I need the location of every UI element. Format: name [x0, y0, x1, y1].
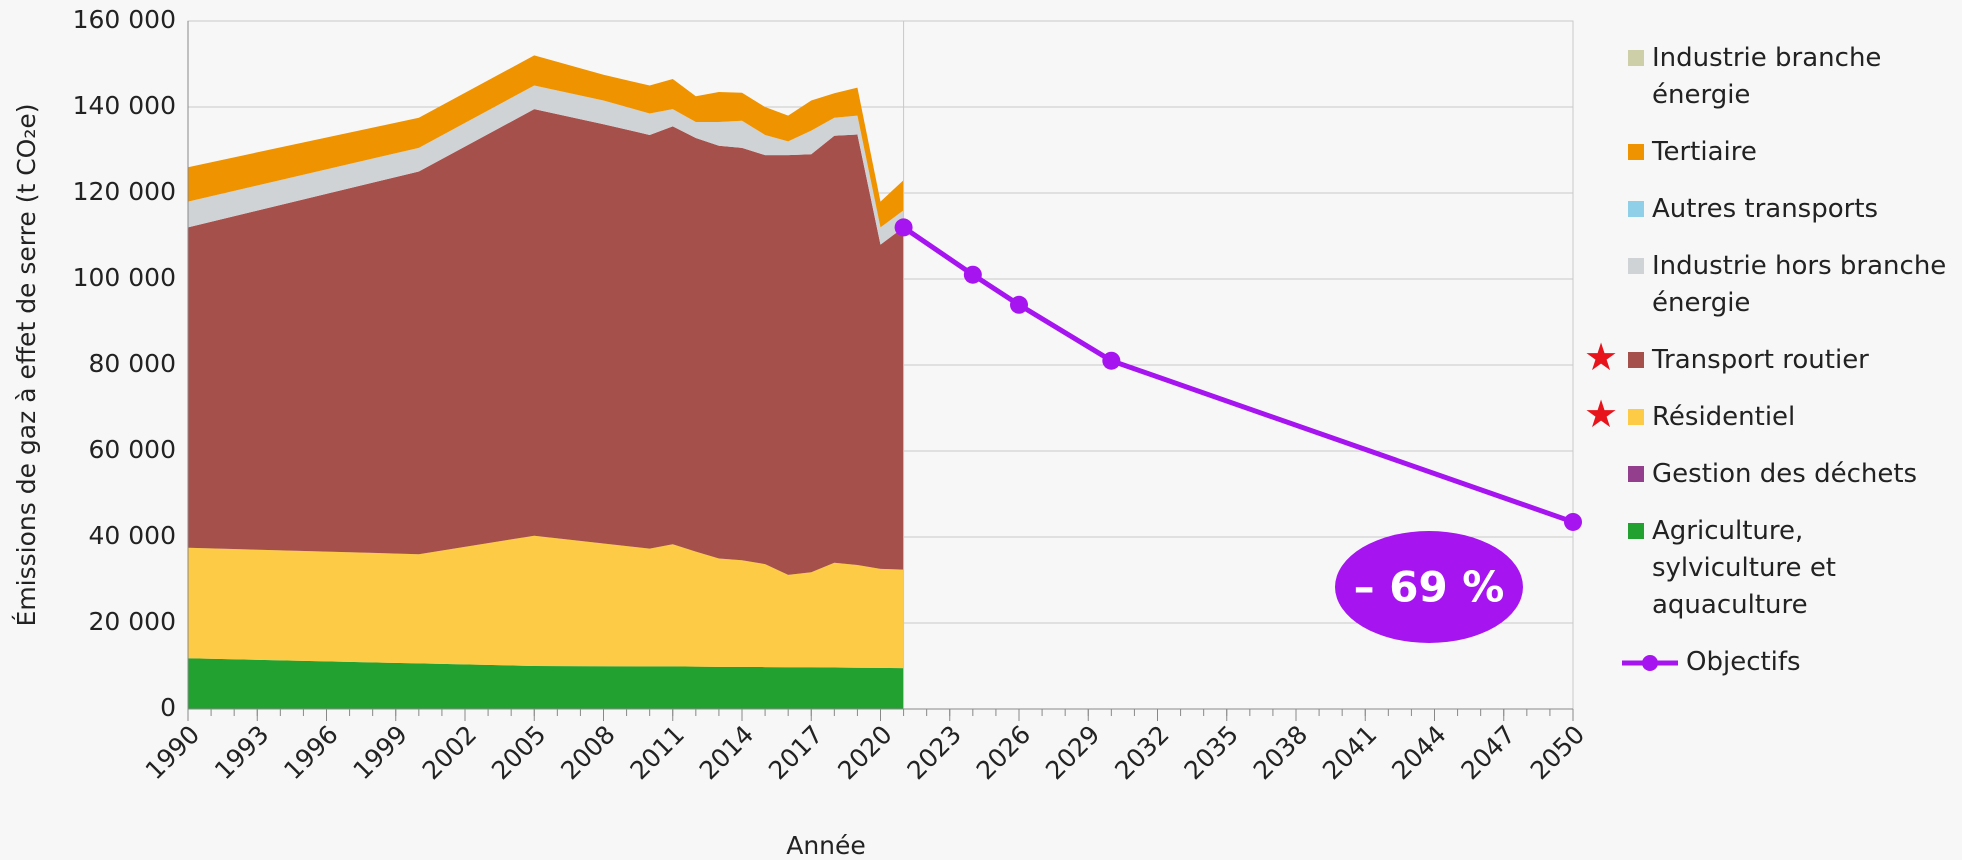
y-tick-label: 40 000: [89, 521, 176, 550]
legend-label: Agriculture, sylviculture et aquaculture: [1652, 516, 1837, 620]
legend-swatch: [1628, 201, 1644, 217]
y-tick-label: 80 000: [89, 349, 176, 378]
y-tick-label: 100 000: [73, 263, 176, 292]
x-tick-label: 2050: [1525, 720, 1590, 785]
legend-swatch: [1628, 409, 1644, 425]
legend-swatch: [1628, 50, 1644, 66]
x-tick-label: 2047: [1455, 720, 1520, 785]
x-tick-label: 2032: [1109, 720, 1174, 785]
legend-swatch: [1628, 352, 1644, 368]
area: [188, 85, 904, 245]
x-tick-label: 2011: [624, 720, 689, 785]
legend-label: Industrie branche énergie: [1652, 43, 1882, 110]
x-tick-label: 1993: [209, 720, 274, 785]
legend-item: Agriculture, sylviculture et aquaculture: [1620, 513, 1960, 624]
legend-item: Autres transports: [1620, 191, 1960, 228]
x-tick-label: 2002: [417, 720, 482, 785]
x-tick-label: 2023: [901, 720, 966, 785]
priority-star: ★: [1584, 392, 1619, 436]
objective-point: [1564, 512, 1582, 531]
area: [188, 109, 904, 575]
legend-item: Tertiaire: [1620, 134, 1960, 171]
y-tick-label: 60 000: [89, 435, 176, 464]
x-tick-label: 2038: [1248, 720, 1313, 785]
legend-label: Tertiaire: [1652, 137, 1757, 167]
x-tick-label: 1999: [347, 720, 412, 785]
area: [188, 658, 904, 709]
objective-point: [1102, 351, 1121, 370]
legend-label: Objectifs: [1686, 647, 1801, 677]
legend-swatch: [1628, 258, 1644, 274]
x-tick-label: 2008: [555, 720, 620, 785]
x-tick-label: 2005: [486, 720, 551, 785]
area: [188, 55, 904, 228]
legend-item: Objectifs: [1620, 644, 1960, 681]
x-tick-label: 2029: [1040, 720, 1105, 785]
y-tick-label: 20 000: [89, 607, 176, 636]
x-tick-label: 1996: [278, 720, 343, 785]
x-tick-label: 2014: [694, 720, 759, 785]
x-tick-label: 2044: [1386, 720, 1451, 785]
objective-point: [1010, 295, 1028, 314]
legend-item: Gestion des déchets: [1620, 456, 1960, 493]
legend: Industrie branche énergie Tertiaire Autres…: [1584, 40, 1960, 701]
legend-label: Résidentiel: [1652, 402, 1796, 432]
x-tick-label: 2017: [763, 720, 828, 785]
objective-point: [894, 218, 913, 237]
y-axis-label: Émissions de gaz à effet de serre (t CO₂…: [12, 104, 41, 627]
legend-swatch: [1628, 466, 1644, 482]
legend-label: Industrie hors branche énergie: [1652, 251, 1947, 318]
legend-label: Gestion des déchets: [1652, 459, 1918, 489]
legend-item: ★ Transport routier: [1584, 338, 1960, 379]
legend-label: Autres transports: [1652, 194, 1879, 224]
annotation-bubble: [1335, 531, 1523, 643]
legend-label: Transport routier: [1652, 345, 1869, 375]
x-tick-label: 2026: [971, 720, 1036, 785]
x-tick-label: 2035: [1178, 720, 1243, 785]
legend-line: [1622, 655, 1678, 671]
y-tick-label: 160 000: [73, 5, 176, 34]
x-tick-label: 2020: [832, 720, 897, 785]
legend-item: Industrie branche énergie: [1620, 40, 1960, 114]
annotation: – 69 %: [1354, 563, 1505, 612]
y-tick-label: 140 000: [73, 91, 176, 120]
x-tick-label: 1990: [140, 720, 205, 785]
priority-star: ★: [1584, 335, 1619, 379]
legend-swatch: [1628, 523, 1644, 539]
x-axis-label: Année: [786, 831, 866, 860]
legend-item: ★ Résidentiel: [1584, 395, 1960, 436]
legend-item: Industrie hors branche énergie: [1620, 248, 1960, 322]
objective-point: [963, 265, 982, 284]
area: [188, 535, 904, 669]
y-tick-label: 120 000: [73, 177, 176, 206]
x-tick-label: 2041: [1317, 720, 1382, 785]
legend-swatch: [1628, 144, 1644, 160]
y-tick-label: 0: [160, 693, 176, 722]
